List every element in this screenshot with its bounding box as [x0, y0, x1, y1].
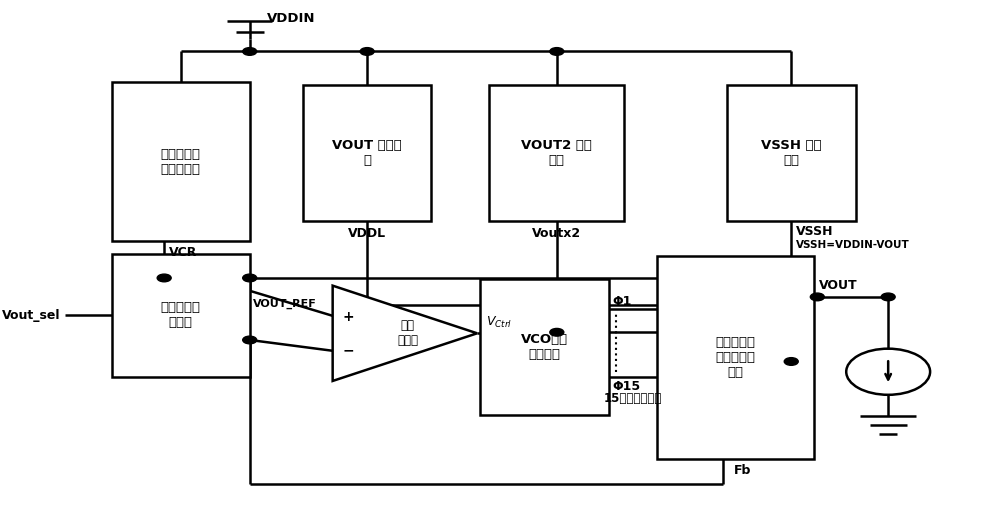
- FancyBboxPatch shape: [112, 82, 250, 241]
- Circle shape: [784, 357, 798, 365]
- Text: Voutx2: Voutx2: [532, 227, 581, 240]
- FancyBboxPatch shape: [657, 256, 814, 459]
- Circle shape: [243, 48, 257, 55]
- FancyBboxPatch shape: [112, 254, 250, 377]
- Text: VOUT_REF: VOUT_REF: [253, 298, 317, 309]
- Text: 电压转换比
例选择模块: 电压转换比 例选择模块: [161, 148, 201, 176]
- FancyBboxPatch shape: [489, 85, 624, 221]
- Circle shape: [157, 274, 171, 282]
- Circle shape: [360, 48, 374, 55]
- Circle shape: [881, 293, 895, 301]
- Text: $V_{Ctrl}$: $V_{Ctrl}$: [486, 314, 513, 329]
- FancyBboxPatch shape: [480, 280, 609, 415]
- Text: Fb: Fb: [734, 464, 751, 477]
- Text: VDDIN: VDDIN: [266, 11, 315, 25]
- Text: VOUT 生成模
块: VOUT 生成模 块: [332, 139, 402, 167]
- Text: −: −: [343, 344, 354, 358]
- Circle shape: [550, 328, 564, 336]
- Text: VOUT: VOUT: [819, 279, 858, 292]
- Text: VOUT2 生成
模块: VOUT2 生成 模块: [521, 139, 592, 167]
- Text: Vout_sel: Vout_sel: [2, 309, 60, 322]
- FancyBboxPatch shape: [303, 85, 431, 221]
- Circle shape: [550, 48, 564, 55]
- Polygon shape: [333, 285, 477, 381]
- Text: VSSH=VDDIN-VOUT: VSSH=VDDIN-VOUT: [796, 240, 910, 250]
- Text: VDDL: VDDL: [348, 227, 386, 240]
- Text: 配置输出电
压模块: 配置输出电 压模块: [161, 301, 201, 329]
- Circle shape: [243, 274, 257, 282]
- Text: +: +: [343, 310, 354, 324]
- Text: Φ15: Φ15: [612, 380, 640, 393]
- Text: 驱动及开关
电容功率子
电路: 驱动及开关 电容功率子 电路: [715, 336, 755, 379]
- Text: VCO环路
控制模块: VCO环路 控制模块: [521, 334, 568, 362]
- Text: 误差
放大器: 误差 放大器: [397, 319, 418, 347]
- Text: VSSH: VSSH: [796, 225, 833, 238]
- Text: 15相位时钟信号: 15相位时钟信号: [604, 392, 662, 405]
- Circle shape: [810, 293, 824, 301]
- FancyBboxPatch shape: [727, 85, 856, 221]
- Text: Φ1: Φ1: [612, 295, 632, 308]
- Circle shape: [243, 336, 257, 344]
- Text: VSSH 生成
模块: VSSH 生成 模块: [761, 139, 822, 167]
- Text: VCR: VCR: [169, 246, 197, 259]
